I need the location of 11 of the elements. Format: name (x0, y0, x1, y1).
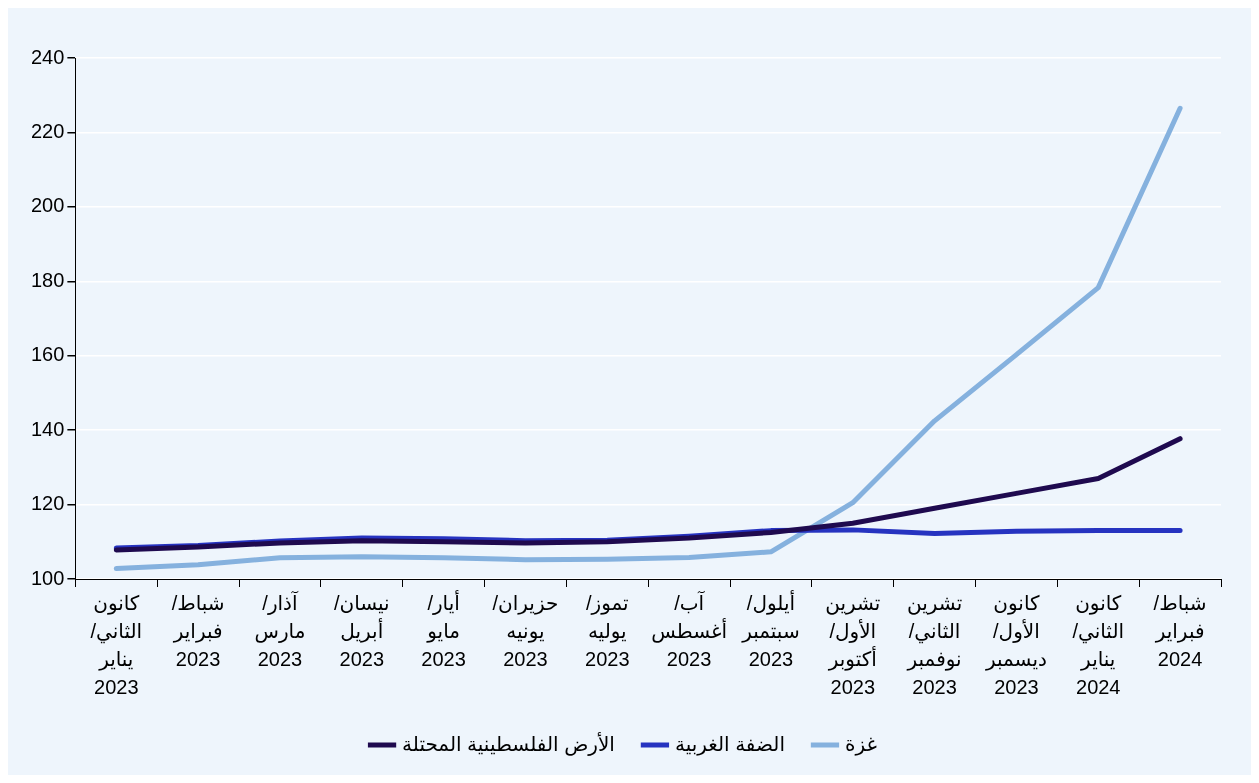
legend-label: الأرض الفلسطينية المحتلة (402, 731, 615, 756)
legend-label: الضفة الغربية (674, 732, 785, 756)
y-tick-label: 100 (30, 566, 65, 589)
y-tick-label: 180 (30, 268, 65, 291)
y-tick-label: 120 (30, 492, 65, 515)
legend-label: غزة (844, 732, 877, 756)
y-tick-label: 220 (30, 119, 65, 142)
y-tick-label: 200 (30, 194, 65, 217)
y-tick-label: 240 (30, 45, 65, 68)
y-tick-label: 160 (30, 343, 65, 366)
y-tick-label: 140 (30, 417, 65, 440)
